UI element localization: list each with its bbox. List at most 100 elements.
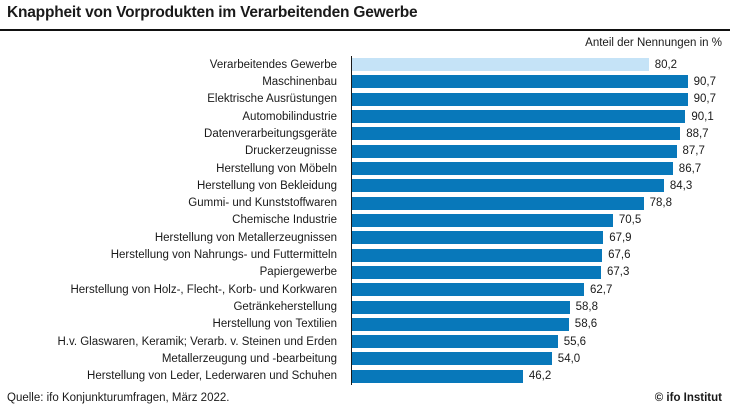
plot-area: 90,1 — [351, 107, 730, 126]
category-label: H.v. Glaswaren, Keramik; Verarb. v. Stei… — [57, 335, 337, 348]
bar — [352, 127, 681, 141]
bar — [352, 248, 603, 262]
value-label: 84,3 — [669, 179, 693, 192]
plot-area: 87,7 — [351, 142, 730, 160]
value-label: 87,7 — [682, 145, 705, 158]
plot-area: 70,5 — [351, 211, 730, 230]
plot-area: 80,2 — [351, 56, 730, 74]
bar-row: Getränkeherstellung 58,8 — [0, 298, 730, 316]
bar-row: Maschinenbau 90,7 — [0, 73, 730, 91]
category-label: Maschinenbau — [262, 75, 337, 88]
bar — [352, 162, 673, 176]
bar — [352, 369, 523, 383]
value-label: 67,3 — [607, 266, 630, 279]
value-label: 90,1 — [691, 110, 714, 123]
plot-area: 88,7 — [351, 125, 730, 143]
chart-title: Knappheit von Vorprodukten im Verarbeite… — [7, 4, 418, 21]
plot-area: 86,7 — [351, 159, 730, 178]
value-label: 88,7 — [686, 127, 709, 140]
plot-area: 84,3 — [351, 177, 730, 195]
category-label: Herstellung von Bekleidung — [196, 179, 337, 192]
value-label: 78,8 — [649, 197, 672, 210]
category-label: Chemische Industrie — [232, 214, 337, 227]
category-label: Herstellung von Metallerzeugnissen — [154, 231, 337, 244]
value-label: 67,9 — [609, 231, 632, 244]
category-label: Getränkeherstellung — [233, 301, 337, 314]
bar — [352, 110, 686, 124]
bar-row: Herstellung von Metallerzeugnissen 67,9 — [0, 229, 730, 247]
category-label: Papiergewerbe — [259, 266, 337, 279]
bar-row: Verarbeitendes Gewerbe 80,2 — [0, 56, 730, 74]
bar — [352, 58, 649, 72]
category-label: Herstellung von Textilien — [212, 318, 337, 331]
value-label: 46,2 — [528, 370, 552, 383]
value-label: 90,7 — [693, 93, 716, 106]
plot-area: 62,7 — [351, 281, 730, 299]
bar-row: Elektrische Ausrüstungen 90,7 — [0, 90, 730, 108]
plot-area: 58,6 — [351, 315, 730, 333]
category-label: Elektrische Ausrüstungen — [207, 93, 337, 106]
plot-area: 78,8 — [351, 194, 730, 212]
bar — [352, 283, 584, 297]
bar-row: Papiergewerbe 67,3 — [0, 263, 730, 282]
bar — [352, 179, 664, 193]
plot-area: 67,3 — [351, 263, 730, 282]
bar-row: Herstellung von Leder, Lederwaren und Sc… — [0, 367, 730, 385]
value-label: 62,7 — [590, 283, 613, 296]
bar — [352, 144, 677, 158]
plot-area: 67,6 — [351, 246, 730, 264]
value-label: 86,7 — [678, 162, 702, 175]
bar — [352, 300, 570, 314]
bar-row: Herstellung von Bekleidung 84,3 — [0, 177, 730, 195]
bar-row: Herstellung von Holz-, Flecht-, Korb- un… — [0, 281, 730, 299]
bar-row: Druckerzeugnisse 87,7 — [0, 142, 730, 160]
category-label: Metallerzeugung und -bearbeitung — [161, 352, 337, 365]
bar — [352, 352, 552, 366]
category-label: Druckerzeugnisse — [244, 145, 337, 158]
value-label: 58,6 — [574, 318, 598, 331]
value-label: 54,0 — [557, 352, 581, 365]
category-label: Automobilindustrie — [242, 110, 337, 123]
bar — [352, 231, 604, 245]
bar-row: H.v. Glaswaren, Keramik; Verarb. v. Stei… — [0, 333, 730, 351]
category-label: Gummi- und Kunststoffwaren — [188, 197, 337, 210]
category-label: Verarbeitendes Gewerbe — [209, 58, 337, 71]
value-label: 70,5 — [618, 214, 642, 227]
plot-area: 67,9 — [351, 229, 730, 247]
bar-row: Herstellung von Nahrungs- und Futtermitt… — [0, 246, 730, 264]
bar-row: Chemische Industrie 70,5 — [0, 211, 730, 230]
category-label: Herstellung von Holz-, Flecht-, Korb- un… — [70, 283, 337, 296]
value-label: 58,8 — [575, 301, 598, 314]
bar-row: Metallerzeugung und -bearbeitung 54,0 — [0, 350, 730, 368]
header-divider — [0, 29, 730, 31]
plot-area: 46,2 — [351, 367, 730, 385]
bar-row: Datenverarbeitungsgeräte 88,7 — [0, 125, 730, 143]
value-label: 55,6 — [563, 335, 587, 348]
plot-area: 90,7 — [351, 90, 730, 108]
unit-label: Anteil der Nennungen in % — [585, 37, 722, 49]
bar — [352, 317, 569, 331]
horizontal-bar-chart: Verarbeitendes Gewerbe 80,2 Maschinenbau 90… — [0, 56, 730, 385]
bar-row: Gummi- und Kunststoffwaren 78,8 — [0, 194, 730, 212]
bar-row: Herstellung von Textilien 58,6 — [0, 315, 730, 333]
value-label: 67,6 — [608, 249, 631, 262]
bar-row: Herstellung von Möbeln 86,7 — [0, 159, 730, 178]
plot-area: 90,7 — [351, 73, 730, 91]
copyright-note: © ifo Institut — [654, 392, 722, 404]
bar — [352, 196, 644, 210]
plot-area: 55,6 — [351, 333, 730, 351]
value-label: 90,7 — [693, 75, 716, 88]
bar — [352, 335, 558, 349]
category-label: Herstellung von Leder, Lederwaren und Sc… — [87, 370, 337, 383]
bar — [352, 265, 601, 279]
bar-row: Automobilindustrie 90,1 — [0, 107, 730, 126]
category-label: Herstellung von Möbeln — [216, 162, 337, 175]
bar — [352, 92, 688, 106]
bar — [352, 75, 688, 89]
category-label: Datenverarbeitungsgeräte — [204, 127, 337, 140]
value-label: 80,2 — [654, 58, 678, 71]
category-label: Herstellung von Nahrungs- und Futtermitt… — [110, 249, 337, 262]
source-note: Quelle: ifo Konjunkturumfragen, März 202… — [7, 392, 230, 404]
plot-area: 58,8 — [351, 298, 730, 316]
plot-area: 54,0 — [351, 350, 730, 368]
